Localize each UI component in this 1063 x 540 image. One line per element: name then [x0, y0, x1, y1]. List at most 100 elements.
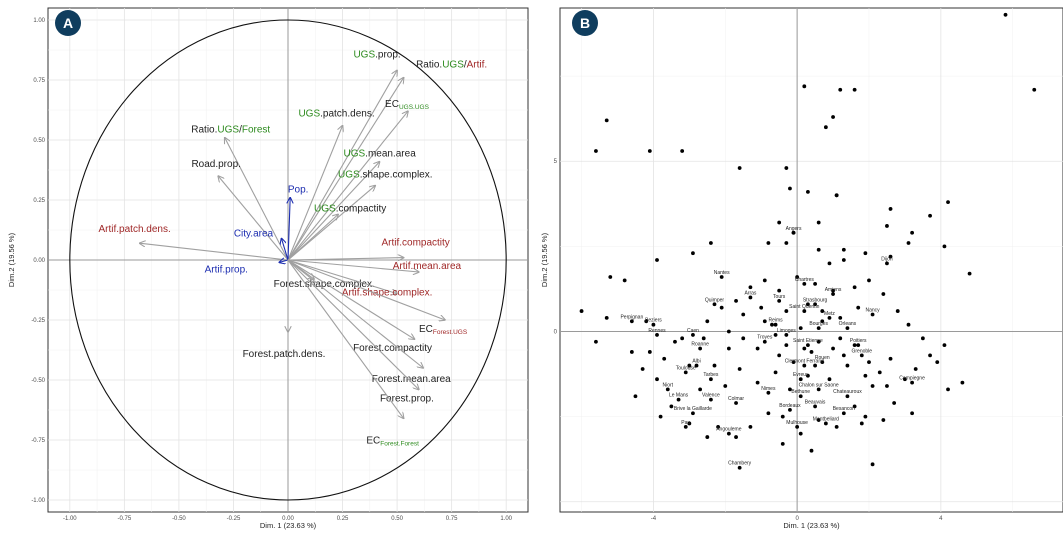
city-label: Beziers — [645, 318, 662, 324]
data-point-labeled — [694, 363, 699, 368]
data-point — [827, 377, 832, 382]
data-point — [960, 380, 965, 385]
data-point — [831, 288, 835, 293]
data-point — [640, 367, 645, 371]
data-point-labeled — [726, 431, 731, 436]
y-tick-label: -0.25 — [31, 318, 45, 324]
data-point — [773, 333, 778, 337]
data-point-labeled — [870, 312, 875, 317]
data-point-labeled — [709, 397, 713, 402]
data-point — [726, 329, 731, 334]
y-tick-label: 0 — [554, 330, 558, 336]
label-artif-shape-complex: Artif.shape.complex. — [342, 288, 433, 299]
arrow-forest-mean-area — [287, 259, 423, 368]
data-point — [777, 288, 782, 293]
y-tick-label: -0.50 — [31, 378, 45, 384]
label-segment: .shape.complex. — [360, 170, 433, 181]
arrow-pop — [288, 198, 290, 261]
city-label: Clermont Ferrand — [785, 359, 824, 365]
data-point — [629, 350, 634, 354]
data-point — [870, 462, 875, 467]
data-point — [834, 424, 839, 429]
city-label: Chambery — [728, 461, 752, 467]
data-point-labeled — [683, 424, 688, 429]
city-label: Dijon — [881, 256, 893, 262]
data-point — [888, 207, 893, 211]
data-point — [795, 275, 800, 279]
data-point — [946, 387, 950, 392]
arrow-artif-compactity — [287, 258, 404, 260]
panel-b-individuals-map: -4 0 4 0 5 Angers Chartres Nantes Dijon Amiens Tou… — [540, 7, 1063, 530]
data-point — [802, 346, 807, 351]
city-label: Amiens — [825, 287, 842, 293]
label-forest-mean-area: Forest.mean.area — [372, 374, 451, 385]
y-tick-label: 0.50 — [33, 138, 45, 144]
label-ugs-shape-complex: UGS.shape.complex. — [338, 170, 433, 181]
data-point — [691, 251, 695, 256]
data-point — [881, 418, 886, 422]
x-axis-title-a: Dim. 1 (23.63 %) — [260, 521, 317, 530]
data-point — [928, 353, 932, 358]
y-tick-label: 0.00 — [33, 258, 45, 264]
x-tick-label: -0.25 — [227, 516, 241, 522]
data-point — [723, 384, 728, 388]
unit-circle — [69, 19, 507, 501]
data-point — [1003, 12, 1008, 17]
data-point — [946, 200, 950, 205]
data-point — [935, 360, 940, 365]
city-label: Nimes — [761, 386, 776, 392]
data-point — [608, 275, 613, 279]
data-point-labeled — [676, 397, 681, 402]
data-point — [762, 319, 767, 324]
x-tick-label: 0.25 — [337, 516, 349, 522]
data-point — [737, 367, 742, 371]
label-segment: Road.prop. — [191, 159, 240, 170]
label-segment: UGS — [353, 49, 375, 60]
label-ec-forest-forest: ECForest.Forest — [366, 435, 419, 447]
label-segment: Forest.UGS — [433, 329, 468, 336]
data-point — [622, 278, 627, 283]
data-point — [633, 394, 638, 399]
label-artif-compactity: Artif.compactity — [381, 238, 449, 249]
data-point — [813, 281, 817, 286]
city-label: Beauvais — [805, 399, 826, 405]
label-segment: UGS — [314, 203, 336, 214]
label-segment: Ratio. — [191, 125, 217, 136]
city-label: Limoges — [777, 328, 796, 334]
data-point — [594, 149, 598, 153]
city-label: Nantes — [714, 270, 730, 276]
data-point — [852, 87, 857, 92]
data-point-labeled — [629, 319, 634, 324]
data-point-labeled — [712, 302, 717, 307]
data-point-labeled — [737, 465, 742, 470]
x-tick-label: 0.75 — [446, 516, 458, 522]
label-segment: EC — [419, 324, 433, 335]
city-label: Besancon — [833, 406, 855, 412]
data-point — [741, 336, 746, 341]
data-point-labeled — [856, 343, 861, 348]
data-point — [748, 424, 753, 429]
data-point — [867, 278, 871, 283]
arrow-ratio-ugs-forest — [225, 138, 289, 261]
data-point — [788, 387, 792, 392]
data-point — [687, 363, 692, 368]
city-label: Angers — [786, 226, 802, 232]
arrow-ec-forest-forest — [287, 259, 404, 418]
data-point — [766, 241, 771, 245]
city-label: Strasbourg — [803, 297, 828, 303]
city-label: Valence — [702, 393, 720, 399]
data-point — [892, 401, 897, 405]
data-point-labeled — [795, 424, 800, 429]
arrow-ec-ugs-ugs — [287, 111, 408, 261]
city-label: Mulhouse — [786, 420, 808, 426]
city-label: Saint Quentin — [789, 304, 820, 310]
data-point — [967, 271, 972, 276]
label-segment: UGS — [442, 60, 464, 71]
data-point — [831, 115, 835, 119]
data-point — [816, 247, 821, 252]
city-label: Quimper — [705, 297, 725, 303]
data-point — [770, 322, 774, 327]
data-point — [719, 305, 724, 310]
data-point — [780, 414, 785, 419]
arrow-artif-patch-dens — [140, 243, 289, 261]
